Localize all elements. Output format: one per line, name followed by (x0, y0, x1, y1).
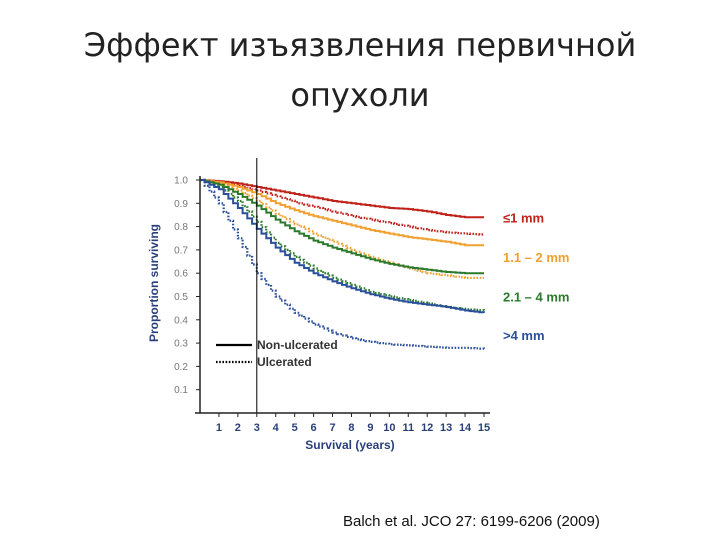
series-line-7 (200, 179, 485, 314)
y-tick-label: 0.5 (174, 292, 188, 303)
group-label-2: 1.1 – 2 mm (503, 250, 570, 265)
x-tick-label: 7 (329, 422, 335, 434)
x-tick-label: 12 (421, 422, 433, 434)
y-tick-label: 0.1 (174, 385, 188, 396)
y-tick-label: 1.0 (174, 176, 188, 187)
series-line-1 (200, 179, 484, 219)
citation: Balch et al. JCO 27: 6199-6206 (2009) (343, 513, 600, 530)
x-tick-label: 11 (402, 422, 414, 434)
series-line-3 (200, 179, 484, 247)
series-line-4 (200, 178, 484, 279)
series-line-8 (200, 178, 486, 350)
legend-label: Ulcerated (257, 355, 312, 369)
x-tick-label: 5 (292, 422, 298, 434)
x-axis-label: Survival (years) (305, 438, 394, 452)
y-tick-label: 0.3 (174, 339, 188, 350)
x-tick-label: 3 (254, 422, 260, 434)
legend-label: Non-ulcerated (257, 338, 338, 352)
title-line-2: опухоли (290, 76, 430, 114)
x-tick-label: 4 (273, 422, 280, 434)
x-tick-label: 6 (311, 422, 317, 434)
series-line-5 (200, 179, 484, 275)
x-tick-label: 10 (383, 422, 395, 434)
group-label-3: 2.1 – 4 mm (503, 290, 570, 305)
y-tick-label: 0.6 (174, 269, 188, 280)
series-layer (200, 178, 486, 350)
title-line-1: Эффект изъязвления первичной (83, 26, 637, 64)
x-tick-label: 13 (440, 422, 452, 434)
group-label-4: >4 mm (503, 328, 545, 343)
y-axis-label: Proportion surviving (147, 224, 161, 342)
x-tick-label: 14 (459, 422, 472, 434)
series-line-6 (200, 178, 486, 312)
x-tick-label: 9 (367, 422, 373, 434)
x-tick-label: 8 (348, 422, 354, 434)
y-tick-label: 0.2 (174, 362, 188, 373)
y-tick-label: 0.4 (174, 315, 188, 326)
x-tick-label: 15 (478, 422, 490, 434)
slide-title: Эффект изъязвления первичной опухоли (40, 20, 680, 120)
y-tick-label: 0.9 (174, 199, 188, 210)
labels-layer: 1.00.90.80.70.60.50.40.30.20.11 2 3 4 5 6 7 8 9 1… (147, 176, 570, 453)
x-tick-label: 2 (235, 422, 241, 434)
axes-layer (195, 158, 490, 417)
x-tick-label: 1 (216, 422, 222, 434)
y-tick-label: 0.7 (174, 245, 188, 256)
y-tick-label: 0.8 (174, 222, 188, 233)
group-label-1: ≤1 mm (503, 210, 544, 225)
